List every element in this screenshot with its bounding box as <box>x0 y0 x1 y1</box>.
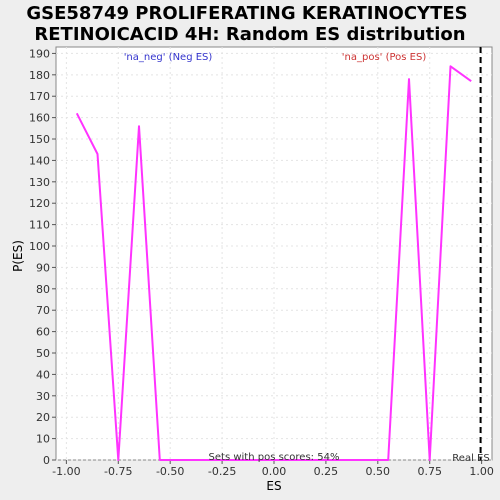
pos-es-label: 'na_pos' (Pos ES) <box>342 52 427 63</box>
y-tick-label: 150 <box>29 133 50 146</box>
y-tick-label: 0 <box>43 454 50 467</box>
series-layer <box>75 65 472 461</box>
y-tick-label: 70 <box>36 304 50 317</box>
real-es-label: Real ES <box>452 453 489 464</box>
x-axis-ticks: -1.00 -0.75 -0.50 -0.25 0.00 0.25 0.50 0.75 1.00 <box>52 460 494 478</box>
chart-title-line-2: RETINOICACID 4H: Random ES distribution <box>34 24 465 45</box>
y-tick-label: 120 <box>29 197 50 210</box>
y-tick-label: 160 <box>29 112 50 125</box>
y-axis-ticks: 0 10 20 30 40 50 60 70 80 90 100 110 120 130 140 150 160… <box>29 47 56 467</box>
y-tick-label: 90 <box>36 261 50 274</box>
y-tick-label: 180 <box>29 69 50 82</box>
y-tick-label: 30 <box>36 390 50 403</box>
y-tick-label: 190 <box>29 47 50 60</box>
x-tick-label: -0.50 <box>156 465 184 478</box>
grid-lines <box>56 47 492 461</box>
x-tick-label: -0.75 <box>104 465 132 478</box>
y-axis-label: P(ES) <box>11 240 25 272</box>
y-tick-label: 20 <box>36 411 50 424</box>
x-tick-label: -0.25 <box>208 465 236 478</box>
y-tick-label: 130 <box>29 176 50 189</box>
y-tick-label: 10 <box>36 433 50 446</box>
y-tick-label: 80 <box>36 283 50 296</box>
x-tick-label: 0.50 <box>366 465 391 478</box>
chart-title-line-1: GSE58749 PROLIFERATING KERATINOCYTES <box>26 3 467 24</box>
y-tick-label: 100 <box>29 240 50 253</box>
x-tick-label: 0.25 <box>314 465 339 478</box>
y-tick-label: 50 <box>36 347 50 360</box>
neg-es-label: 'na_neg' (Neg ES) <box>124 52 213 63</box>
x-axis-label: ES <box>266 479 281 493</box>
y-tick-label: 40 <box>36 368 50 381</box>
x-tick-label: 0.75 <box>417 465 442 478</box>
x-tick-label: -1.00 <box>52 465 80 478</box>
sets-with-pos-scores: Sets with pos scores: 54% <box>209 452 340 463</box>
y-tick-label: 60 <box>36 326 50 339</box>
x-tick-label: 0.00 <box>262 465 287 478</box>
y-tick-label: 110 <box>29 219 50 232</box>
es-series-line <box>75 65 472 461</box>
y-tick-label: 140 <box>29 154 50 167</box>
x-tick-label: 1.00 <box>469 465 494 478</box>
y-tick-label: 170 <box>29 90 50 103</box>
